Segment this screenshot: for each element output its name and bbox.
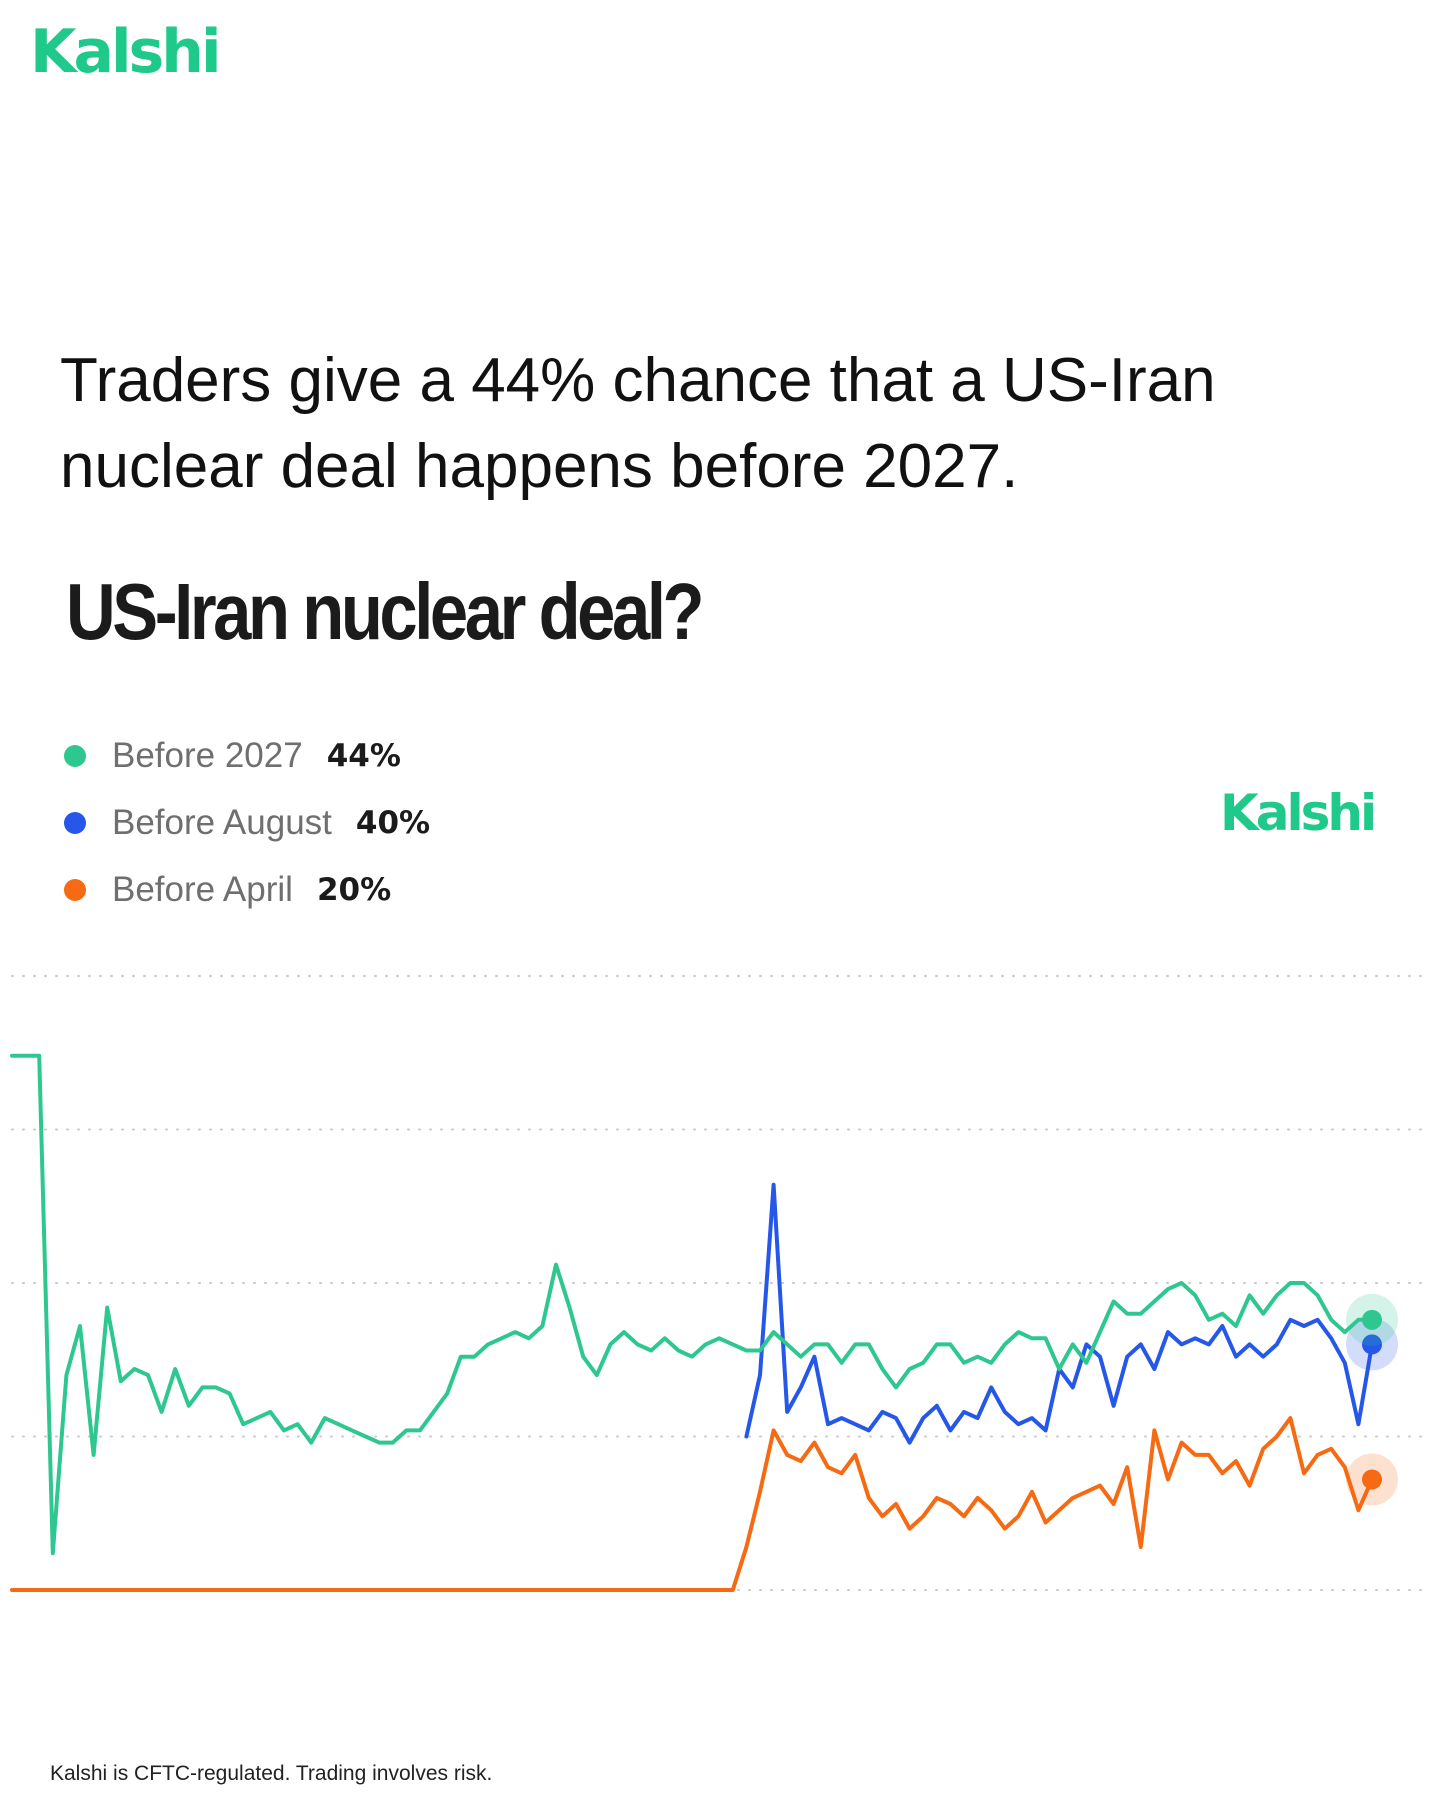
- endpoint-dot: [1362, 1469, 1382, 1490]
- legend-label: Before April: [112, 869, 293, 909]
- legend-dot-before-april: [64, 878, 86, 901]
- legend-label: Before August: [112, 802, 332, 842]
- brand-logo: Kalshi: [30, 17, 222, 87]
- series-line-before-2027: [10, 1053, 1374, 1556]
- series-line-before-april: [10, 1416, 1374, 1592]
- legend-item-before-august: Before August 40%: [64, 789, 430, 856]
- endpoint-dot: [1362, 1309, 1382, 1330]
- chart-watermark-logo: Kalshi: [1220, 784, 1377, 842]
- legend-label: Before 2027: [112, 735, 303, 775]
- line-chart: [10, 975, 1431, 1592]
- headline: Traders give a 44% chance that a US-Iran…: [60, 346, 1216, 501]
- legend-dot-before-august: [64, 811, 86, 834]
- chart-legend: Before 2027 44% Before August 40% Before…: [64, 722, 430, 923]
- legend-value: 44%: [326, 737, 401, 774]
- legend-dot-before-2027: [64, 744, 86, 767]
- legend-value: 40%: [355, 804, 431, 841]
- legend-item-before-2027: Before 2027 44%: [64, 722, 430, 789]
- series-line-before-august: [744, 1182, 1374, 1445]
- endpoint-dot: [1362, 1334, 1382, 1355]
- chart-title: US-Iran nuclear deal?: [66, 567, 705, 656]
- legend-item-before-april: Before April 20%: [64, 856, 430, 923]
- disclaimer: Kalshi is CFTC-regulated. Trading involv…: [50, 1762, 493, 1785]
- legend-value: 20%: [316, 871, 392, 908]
